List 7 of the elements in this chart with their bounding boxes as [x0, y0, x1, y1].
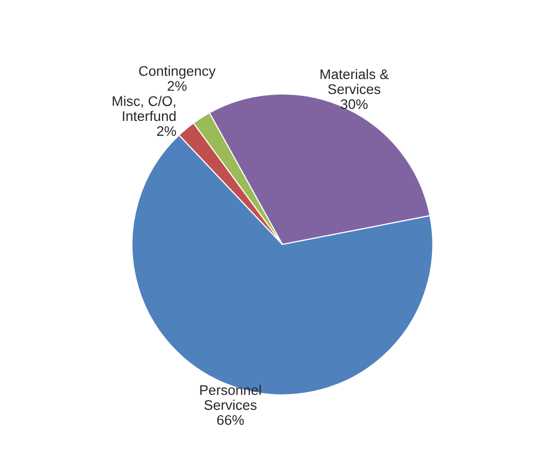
slice-label: Contingency: [139, 66, 216, 79]
slice-label: Misc, C/O, Interfund: [112, 96, 176, 122]
data-label: 2%: [168, 81, 187, 91]
slice-label: Materials & Services: [320, 68, 389, 94]
data-label: 66%: [217, 415, 244, 425]
data-label: 30%: [340, 99, 368, 110]
data-label: 2%: [157, 126, 176, 136]
